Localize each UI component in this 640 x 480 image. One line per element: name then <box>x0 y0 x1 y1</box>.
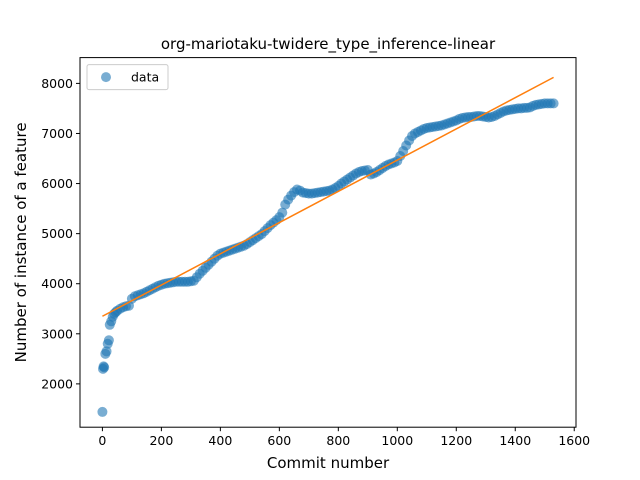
x-tick-label: 0 <box>98 433 106 448</box>
x-axis-label: Commit number <box>267 454 390 472</box>
axes-frame <box>79 57 577 428</box>
data-point <box>277 207 288 218</box>
legend-marker-data <box>101 72 111 83</box>
x-tick-label: 200 <box>149 433 173 448</box>
y-tick-label: 7000 <box>41 126 73 141</box>
x-tick-label: 1400 <box>499 433 531 448</box>
y-tick-label: 6000 <box>41 176 73 191</box>
axes-layer <box>79 57 577 428</box>
legend-label-data: data <box>131 70 159 85</box>
x-tick-label: 1200 <box>440 433 472 448</box>
x-axis-ticks: 0 200 400 600 800 1000 1200 1400 1600 <box>98 427 590 448</box>
y-axis-ticks: 2000 3000 4000 5000 6000 7000 8000 <box>41 76 80 391</box>
chart-title: org-mariotaku-twidere_type_inference-lin… <box>161 35 496 54</box>
y-tick-label: 8000 <box>41 76 73 91</box>
data-point <box>101 346 112 357</box>
y-tick-label: 2000 <box>41 376 73 391</box>
data-layer <box>97 76 559 417</box>
legend-frame <box>86 64 169 91</box>
x-tick-label: 600 <box>267 433 291 448</box>
legend: data <box>86 64 169 91</box>
x-tick-label: 1600 <box>558 433 590 448</box>
y-axis-label: Number of instance of a feature <box>12 122 30 362</box>
y-tick-label: 3000 <box>41 326 73 341</box>
data-point <box>97 406 108 417</box>
x-tick-label: 1000 <box>381 433 413 448</box>
data-point <box>103 335 114 346</box>
fit-line <box>102 76 554 317</box>
x-tick-label: 400 <box>208 433 232 448</box>
data-point <box>548 98 559 109</box>
y-tick-label: 5000 <box>41 226 73 241</box>
data-point <box>99 362 110 373</box>
y-tick-label: 4000 <box>41 276 73 291</box>
x-tick-label: 800 <box>326 433 350 448</box>
